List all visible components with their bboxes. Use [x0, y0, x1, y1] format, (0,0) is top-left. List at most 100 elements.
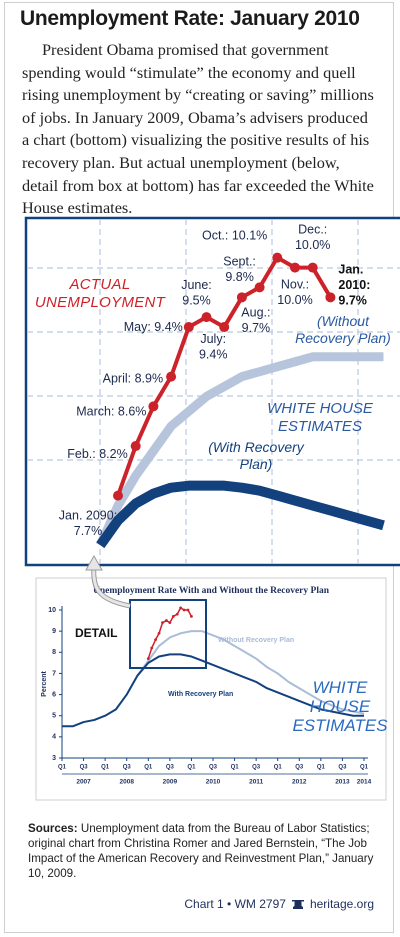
- value-label-line: June:: [181, 278, 212, 292]
- actual-point: [219, 322, 230, 333]
- actual-point: [113, 490, 123, 501]
- y-tick-label: 5: [52, 713, 56, 720]
- without-plan-line: [136, 630, 365, 715]
- y-tick-label: 10: [48, 607, 56, 614]
- actual-point: [171, 614, 175, 618]
- value-label-line: Jan. 2090:: [59, 509, 117, 523]
- year-label: 2009: [163, 779, 178, 786]
- x-tick-label: Q1: [274, 765, 283, 771]
- y-tick-label: 4: [52, 734, 56, 741]
- annotation-line: HOUSE: [310, 697, 371, 716]
- x-tick-label: Q3: [252, 765, 261, 771]
- actual-point: [168, 621, 172, 625]
- actual-point: [146, 657, 150, 661]
- x-tick-label: Q1: [317, 765, 326, 771]
- value-label-line: 9.7%: [242, 321, 271, 335]
- actual-point: [272, 252, 283, 263]
- guide-lines: [27, 219, 400, 564]
- y-tick-label: 3: [52, 755, 56, 762]
- annotation-line: ESTIMATES: [278, 418, 362, 435]
- with-plan-name-line: (With Recovery: [208, 439, 305, 455]
- value-label: May: 9.4%: [124, 320, 183, 334]
- year-label: 2008: [119, 779, 134, 786]
- value-label-line: Oct.: 10.1%: [202, 229, 267, 243]
- inset-frame: [35, 577, 387, 801]
- annotation-line: WHITE: [313, 678, 368, 697]
- value-label-line: Aug.:: [241, 306, 270, 320]
- value-label: Jan. 2090: 7.7%: [59, 509, 117, 539]
- value-label-line: Dec.:: [298, 223, 327, 237]
- actual-point: [161, 621, 164, 625]
- page-title: Unemployment Rate: January 2010: [20, 7, 360, 30]
- value-label-line: Jan.: [338, 263, 363, 277]
- annotation-line: WHITE HOUSE: [267, 400, 374, 417]
- without-plan-name: Without Recovery Plan: [218, 637, 294, 644]
- year-label: 2012: [292, 779, 307, 786]
- actual-point: [290, 262, 300, 273]
- value-label: July: 9.4%: [199, 332, 228, 362]
- without-plan-name: (Without Recovery Plan): [295, 313, 391, 346]
- value-label-line: July:: [200, 332, 226, 346]
- x-tick-label: Q1: [144, 765, 153, 771]
- actual-point: [166, 371, 177, 382]
- year-label: 2014: [357, 779, 372, 786]
- x-tick-label: Q1: [101, 765, 110, 771]
- with-plan-line: [62, 653, 364, 728]
- with-plan-name: (With Recovery Plan): [208, 439, 305, 472]
- with-plan-line: [96, 480, 385, 549]
- value-label-line: 9.8%: [225, 270, 254, 284]
- y-tick-label: 6: [52, 691, 56, 698]
- actual-name-line: ACTUAL: [69, 276, 131, 293]
- x-tick-label: Q1: [58, 765, 67, 771]
- sources: Sources: Unemployment data from the Bure…: [28, 821, 378, 881]
- year-label: 2007: [76, 779, 91, 786]
- value-label: Oct.: 10.1%: [202, 229, 267, 243]
- y-tick-label: 9: [52, 628, 56, 635]
- detail-labels: Jan. 2090: 7.7% Feb.: 8.2% March: 8.6% April…: [35, 223, 391, 539]
- x-tick-label: Q1: [231, 765, 240, 771]
- detail-label: DETAIL: [75, 626, 117, 640]
- value-label: Dec.: 10.0%: [295, 223, 330, 253]
- sources-text: Unemployment data from the Bureau of Lab…: [28, 822, 374, 880]
- value-label: Nov.: 10.0%: [277, 278, 312, 308]
- actual-point: [148, 401, 159, 412]
- without-plan-line: [96, 352, 384, 548]
- value-label: Jan. 2010: 9.7%: [338, 263, 370, 308]
- actual-name: ACTUAL UNEMPLOYMENT: [35, 276, 167, 311]
- x-tick-label: Q3: [295, 765, 304, 771]
- actual-point: [157, 631, 161, 635]
- actual-point: [254, 282, 265, 293]
- actual-point: [190, 614, 193, 618]
- without-plan-name-line: Recovery Plan): [295, 330, 391, 346]
- actual-point: [186, 608, 190, 612]
- annotation: WHITE HOUSE ESTIMATES: [292, 678, 388, 735]
- value-label-line: 9.5%: [182, 294, 211, 308]
- actual-point: [201, 312, 212, 323]
- value-label: March: 8.6%: [76, 405, 146, 419]
- value-label-line: 10.0%: [277, 293, 312, 307]
- chart-id: Chart 1 • WM 2797: [184, 897, 286, 911]
- annotation-line: ESTIMATES: [292, 716, 388, 735]
- x-tick-label: Q3: [338, 765, 347, 771]
- value-label: Sept.: 9.8%: [223, 255, 256, 285]
- value-label: June: 9.5%: [181, 278, 212, 308]
- sources-label: Sources:: [28, 822, 78, 835]
- actual-point: [130, 441, 141, 452]
- with-plan-name: With Recovery Plan: [168, 691, 233, 698]
- inset-title: Unemployment Rate With and Without the R…: [93, 586, 330, 596]
- x-tick-label: Q3: [80, 765, 89, 771]
- y-tick-label: 7: [52, 670, 56, 677]
- value-label-line: Nov.:: [281, 278, 309, 292]
- x-tick-label: Q3: [123, 765, 132, 771]
- y-axis-label: Percent: [41, 670, 48, 696]
- value-label-line: 9.4%: [199, 348, 228, 362]
- year-label: 2010: [206, 779, 221, 786]
- value-label-line: 9.7%: [338, 294, 367, 308]
- footer: Chart 1 • WM 2797 heritage.org: [184, 897, 374, 911]
- value-label-line: 7.7%: [74, 524, 103, 538]
- value-label-line: May: 9.4%: [124, 320, 183, 334]
- x-tick-label: Q3: [209, 765, 218, 771]
- value-label: April: 8.9%: [103, 372, 163, 386]
- with-plan-name-line: Plan): [240, 456, 273, 472]
